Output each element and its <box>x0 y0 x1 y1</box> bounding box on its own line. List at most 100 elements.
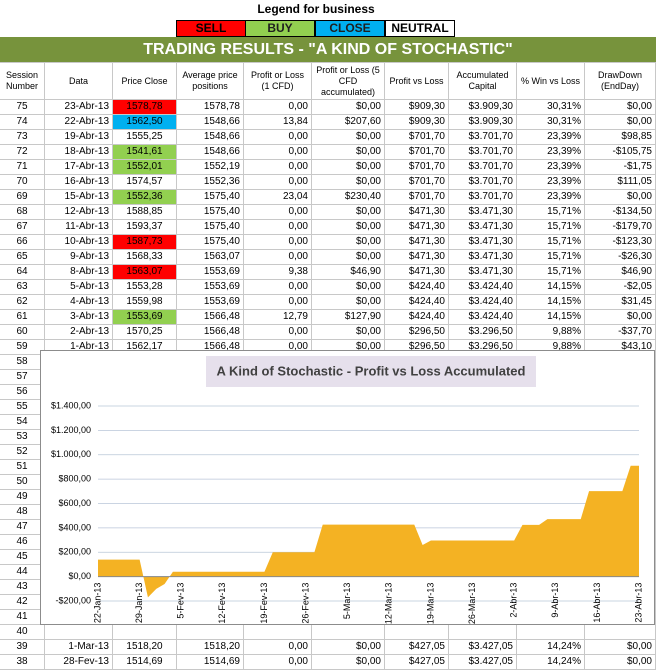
table-cell: 23,39% <box>517 175 585 190</box>
table-cell: $3.701,70 <box>449 160 517 175</box>
table-cell: 1574,57 <box>113 175 177 190</box>
session-number: 38 <box>0 655 45 670</box>
table-cell: 1570,25 <box>113 325 177 340</box>
table-cell: $0,00 <box>312 160 385 175</box>
table-cell: $427,05 <box>385 655 449 670</box>
table-cell: 1575,40 <box>177 205 244 220</box>
table-cell: $3.909,30 <box>449 100 517 115</box>
table-cell: $471,30 <box>385 205 449 220</box>
table-cell: 14,24% <box>517 655 585 670</box>
table-cell: $701,70 <box>385 160 449 175</box>
x-tick-label: 22-Jan-13 <box>92 583 102 624</box>
session-number: 44 <box>0 565 45 580</box>
x-tick-label: 23-Abr-13 <box>633 583 643 623</box>
session-number: 71 <box>0 160 45 175</box>
x-tick-label: 29-Jan-13 <box>134 583 144 624</box>
table-cell <box>244 625 312 640</box>
table-cell: 14,15% <box>517 295 585 310</box>
table-cell <box>385 625 449 640</box>
x-tick-label: 19-Fev-13 <box>259 583 269 624</box>
table-cell: $0,00 <box>312 220 385 235</box>
table-cell: -$179,70 <box>585 220 656 235</box>
table-cell: 9,88% <box>517 325 585 340</box>
table-cell <box>177 625 244 640</box>
table-cell: 0,00 <box>244 235 312 250</box>
x-tick-label: 9-Abr-13 <box>550 583 560 618</box>
table-cell: 1514,69 <box>113 655 177 670</box>
table-cell: 1541,61 <box>113 145 177 160</box>
session-number: 73 <box>0 130 45 145</box>
table-cell: 1553,69 <box>113 310 177 325</box>
table-cell: $0,00 <box>312 175 385 190</box>
table-cell: 1563,07 <box>177 250 244 265</box>
table-cell: 23,39% <box>517 160 585 175</box>
table-cell: $230,40 <box>312 190 385 205</box>
table-cell: $701,70 <box>385 145 449 160</box>
table-cell: $3.424,40 <box>449 295 517 310</box>
table-cell: 15,71% <box>517 265 585 280</box>
table-cell: -$26,30 <box>585 250 656 265</box>
table-header: Price Close <box>113 62 177 100</box>
session-number: 42 <box>0 595 45 610</box>
table-cell: 0,00 <box>244 100 312 115</box>
table-cell: 10-Abr-13 <box>45 235 113 250</box>
session-number: 64 <box>0 265 45 280</box>
table-cell: 1575,40 <box>177 220 244 235</box>
table-cell: $0,00 <box>312 130 385 145</box>
session-number: 61 <box>0 310 45 325</box>
table-header: Data <box>45 62 113 100</box>
table-cell: 15,71% <box>517 220 585 235</box>
table-cell: $701,70 <box>385 190 449 205</box>
table-cell: $3.427,05 <box>449 640 517 655</box>
table-cell <box>449 625 517 640</box>
table-cell: -$2,05 <box>585 280 656 295</box>
table-cell: 30,31% <box>517 100 585 115</box>
table-cell: $3.471,30 <box>449 265 517 280</box>
table-cell: $909,30 <box>385 100 449 115</box>
table-cell: $3.471,30 <box>449 235 517 250</box>
table-cell: $3.471,30 <box>449 205 517 220</box>
table-cell: 15-Abr-13 <box>45 190 113 205</box>
table-cell: 1548,66 <box>177 115 244 130</box>
y-tick-label: $800,00 <box>58 474 91 484</box>
table-cell: 15,71% <box>517 235 585 250</box>
table-cell: 1552,36 <box>113 190 177 205</box>
x-tick-label: 12-Fev-13 <box>217 583 227 624</box>
table-cell: 1587,73 <box>113 235 177 250</box>
session-number: 52 <box>0 445 45 460</box>
table-cell: 0,00 <box>244 295 312 310</box>
session-number: 40 <box>0 625 45 640</box>
table-cell: 0,00 <box>244 655 312 670</box>
table-cell: 1548,66 <box>177 145 244 160</box>
legend-title: Legend for business <box>257 2 375 16</box>
table-cell: 15,71% <box>517 250 585 265</box>
table-cell <box>45 625 113 640</box>
legend-item: CLOSE <box>315 20 385 37</box>
session-number: 56 <box>0 385 45 400</box>
session-number: 46 <box>0 535 45 550</box>
table-cell: 1578,78 <box>113 100 177 115</box>
table-cell: $0,00 <box>312 250 385 265</box>
session-number: 62 <box>0 295 45 310</box>
table-cell: 0,00 <box>244 325 312 340</box>
x-tick-label: 2-Abr-13 <box>509 583 519 618</box>
table-cell: 1588,85 <box>113 205 177 220</box>
table-cell: 1552,36 <box>177 175 244 190</box>
table-cell: 15,71% <box>517 205 585 220</box>
table-cell: 0,00 <box>244 145 312 160</box>
session-number: 48 <box>0 505 45 520</box>
table-cell: 11-Abr-13 <box>45 220 113 235</box>
y-tick-label: -$200,00 <box>55 595 91 605</box>
table-header: Profit vs Loss <box>385 62 449 100</box>
chart: A Kind of Stochastic - Profit vs Loss Ac… <box>40 350 655 625</box>
table-cell: 1563,07 <box>113 265 177 280</box>
table-cell: $424,40 <box>385 295 449 310</box>
table-cell: $427,05 <box>385 640 449 655</box>
table-cell: -$123,30 <box>585 235 656 250</box>
table-cell: 1562,50 <box>113 115 177 130</box>
table-cell: 1553,69 <box>177 295 244 310</box>
table-cell: $0,00 <box>312 205 385 220</box>
session-number: 66 <box>0 235 45 250</box>
table-cell: 16-Abr-13 <box>45 175 113 190</box>
